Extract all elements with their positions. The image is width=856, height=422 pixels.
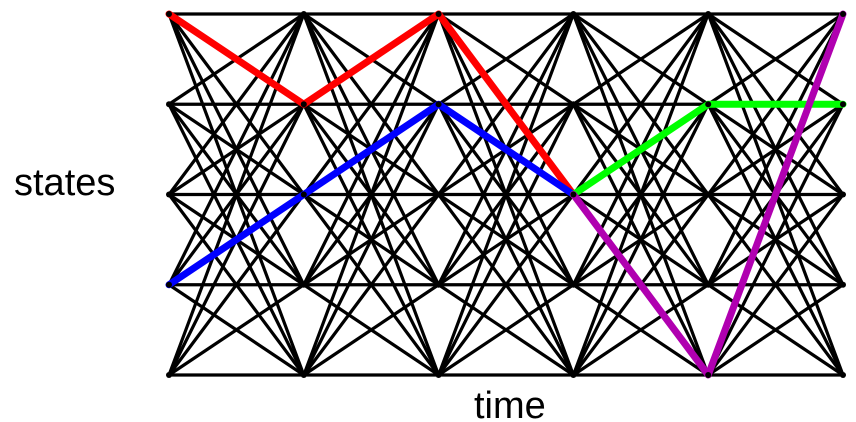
trellis-node: [166, 191, 172, 198]
trellis-edge: [706, 283, 845, 377]
y-axis-label: states: [14, 162, 115, 204]
trellis-node: [840, 11, 846, 17]
trellis-edge: [437, 12, 576, 106]
trellis-node: [840, 281, 846, 288]
trellis-node: [705, 281, 712, 288]
trellis-edge: [302, 12, 441, 197]
trellis-node: [570, 11, 577, 17]
trellis-edge: [167, 12, 306, 377]
trellis-edge: [167, 192, 306, 377]
trellis-edge: [167, 283, 306, 377]
trellis-node: [300, 372, 307, 378]
trellis-edge: [706, 12, 845, 287]
trellis-edge: [437, 283, 576, 377]
path-blue: [165, 100, 577, 289]
trellis-node: [840, 191, 846, 198]
trellis-edge: [571, 102, 710, 377]
path-red: [165, 10, 577, 198]
trellis-edge: [167, 12, 306, 287]
trellis-node: [570, 281, 577, 288]
trellis-edge: [571, 12, 710, 377]
trellis-edge: [302, 12, 441, 377]
trellis-node: [705, 101, 712, 108]
trellis-edge: [706, 102, 845, 377]
trellis-node: [435, 372, 442, 378]
trellis-node: [570, 191, 577, 198]
trellis-nodes: [166, 11, 846, 378]
trellis-node: [705, 372, 712, 378]
trellis-node: [166, 11, 172, 17]
trellis-edge: [706, 192, 845, 377]
trellis-edge: [302, 102, 441, 377]
trellis-edge: [437, 12, 576, 377]
trellis-node: [705, 11, 712, 17]
trellis-edge: [706, 12, 845, 106]
trellis-node: [435, 191, 442, 198]
trellis-node: [570, 372, 577, 378]
trellis-edge: [437, 102, 576, 377]
trellis-node: [705, 191, 712, 198]
trellis-node: [570, 101, 577, 108]
trellis-node: [300, 101, 307, 108]
trellis-node: [166, 101, 172, 108]
trellis-node: [300, 281, 307, 288]
trellis-edge: [437, 192, 576, 377]
trellis-edge: [302, 283, 441, 377]
x-axis-label: time: [474, 385, 546, 422]
trellis-node: [435, 281, 442, 288]
trellis-edges: [167, 12, 845, 377]
trellis-edge: [571, 12, 710, 106]
trellis-edge: [571, 283, 710, 377]
trellis-node: [435, 101, 442, 108]
trellis-edge: [302, 192, 441, 377]
trellis-node: [840, 101, 846, 108]
trellis-node: [435, 11, 442, 17]
trellis-edge: [167, 12, 306, 197]
trellis-node: [300, 11, 307, 17]
trellis-node: [300, 191, 307, 198]
trellis-node: [166, 281, 172, 288]
trellis-edge: [571, 12, 710, 197]
trellis-node: [166, 372, 172, 378]
trellis-node: [840, 372, 846, 378]
